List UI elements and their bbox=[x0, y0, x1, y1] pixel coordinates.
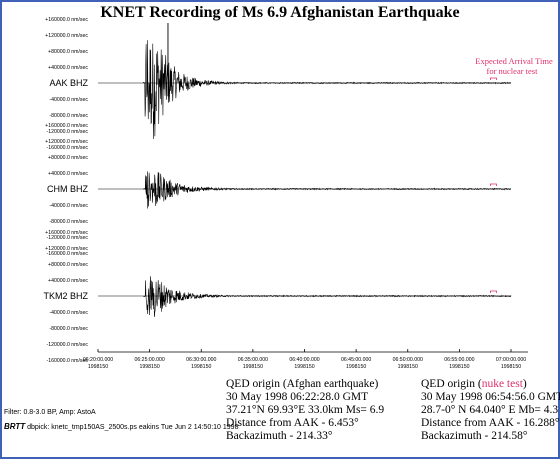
y-tick-label: +80000.0 nm/sec bbox=[48, 49, 88, 55]
x-tick-day-label: 1998150 bbox=[398, 364, 418, 370]
x-tick-time-label: 07:00:00.000 bbox=[496, 357, 526, 363]
x-tick-time-label: 06:20:00.000 bbox=[83, 357, 113, 363]
x-tick-day-label: 1998150 bbox=[243, 364, 263, 370]
y-tick-label: +120000.0 nm/sec bbox=[45, 139, 88, 145]
x-tick-day-label: 1998150 bbox=[346, 364, 366, 370]
station-label: TKM2 BHZ bbox=[43, 291, 88, 301]
x-tick-time-label: 06:45:00.000 bbox=[341, 357, 371, 363]
expected-arrival-marker bbox=[490, 290, 497, 293]
y-tick-label: -80000.0 nm/sec bbox=[49, 113, 88, 119]
y-tick-label: -40000.0 nm/sec bbox=[49, 203, 88, 209]
qed-nuke-heading: QED origin (nuke test) bbox=[421, 378, 527, 390]
y-tick-label: +120000.0 nm/sec bbox=[45, 33, 88, 39]
qed-nuke-distance: Distance from AAK - 16.288° bbox=[421, 417, 560, 429]
x-tick-time-label: 06:35:00.000 bbox=[238, 357, 268, 363]
expected-arrival-marker bbox=[490, 77, 497, 80]
annotation-line-1: Expected Arrival Time bbox=[475, 56, 553, 66]
station-label: CHM BHZ bbox=[47, 184, 88, 194]
y-tick-label: +160000.0 nm/sec bbox=[45, 230, 88, 236]
y-tick-label: +80000.0 nm/sec bbox=[48, 155, 88, 161]
y-tick-label: +120000.0 nm/sec bbox=[45, 246, 88, 252]
y-tick-label: -160000.0 nm/sec bbox=[46, 145, 88, 151]
annotation-line-2: for nuclear test bbox=[487, 66, 539, 76]
waveform-trace bbox=[143, 171, 512, 209]
x-tick-time-label: 06:30:00.000 bbox=[186, 357, 216, 363]
waveform-trace bbox=[143, 276, 512, 317]
y-tick-label: -160000.0 nm/sec bbox=[46, 358, 88, 364]
qed-quake-backazimuth: Backazimuth - 214.33° bbox=[226, 430, 333, 442]
y-tick-label: +80000.0 nm/sec bbox=[48, 262, 88, 268]
y-tick-label: -80000.0 nm/sec bbox=[49, 326, 88, 332]
waveform-trace bbox=[142, 40, 512, 139]
brtt-logo: BRTT bbox=[4, 422, 26, 431]
x-tick-time-label: 06:25:00.000 bbox=[134, 357, 164, 363]
x-tick-day-label: 1998150 bbox=[294, 364, 314, 370]
y-tick-label: +40000.0 nm/sec bbox=[48, 278, 88, 284]
qed-nuke-location: 28.7-0° N 64.040° E Mb= 4.3 bbox=[421, 404, 559, 416]
qed-quake-distance: Distance from AAK - 6.453° bbox=[226, 417, 359, 429]
y-tick-label: -120000.0 nm/sec bbox=[46, 235, 88, 241]
nuke-test-label: nuke test bbox=[481, 378, 523, 390]
qed-quake-heading: QED origin (Afghan earthquake) bbox=[226, 378, 379, 390]
y-tick-label: -40000.0 nm/sec bbox=[49, 97, 88, 103]
y-tick-label: -120000.0 nm/sec bbox=[46, 129, 88, 135]
x-tick-day-label: 1998150 bbox=[88, 364, 108, 370]
y-tick-label: +160000.0 nm/sec bbox=[45, 17, 88, 23]
station-label: AAK BHZ bbox=[49, 78, 88, 88]
y-tick-label: +40000.0 nm/sec bbox=[48, 65, 88, 71]
x-tick-time-label: 06:55:00.000 bbox=[444, 357, 474, 363]
expected-arrival-marker bbox=[490, 183, 497, 186]
file-info: BRTT dbpick: knetc_tmp150AS_2500s.ps eak… bbox=[4, 422, 238, 431]
y-tick-label: -80000.0 nm/sec bbox=[49, 219, 88, 225]
qed-quake-location: 37.21°N 69.93°E 33.0km Ms= 6.9 bbox=[226, 404, 385, 416]
y-tick-label: -40000.0 nm/sec bbox=[49, 310, 88, 316]
y-tick-label: -120000.0 nm/sec bbox=[46, 342, 88, 348]
filter-info: Filter: 0.8-3.0 BP, Amp: AstoA bbox=[4, 409, 96, 416]
qed-quake-date: 30 May 1998 06:22:28.0 GMT bbox=[226, 391, 369, 403]
qed-nuke-date: 30 May 1998 06:54:56.0 GMT bbox=[421, 391, 560, 403]
y-tick-label: -160000.0 nm/sec bbox=[46, 251, 88, 257]
x-tick-time-label: 06:40:00.000 bbox=[289, 357, 319, 363]
dbpick-file-text: dbpick: knetc_tmp150AS_2500s.ps eakins T… bbox=[27, 424, 239, 431]
qed-nuke-block: QED origin (nuke test) 30 May 1998 06:54… bbox=[421, 378, 560, 443]
x-tick-time-label: 06:50:00.000 bbox=[393, 357, 423, 363]
x-tick-day-label: 1998150 bbox=[449, 364, 469, 370]
y-tick-label: +160000.0 nm/sec bbox=[45, 123, 88, 129]
chart-title: KNET Recording of Ms 6.9 Afghanistan Ear… bbox=[100, 4, 460, 21]
qed-earthquake-block: QED origin (Afghan earthquake) 30 May 19… bbox=[226, 378, 384, 443]
qed-nuke-backazimuth: Backazimuth - 214.58° bbox=[421, 430, 528, 442]
y-tick-label: +40000.0 nm/sec bbox=[48, 171, 88, 177]
x-tick-day-label: 1998150 bbox=[191, 364, 211, 370]
x-tick-day-label: 1998150 bbox=[501, 364, 521, 370]
x-tick-day-label: 1998150 bbox=[140, 364, 160, 370]
